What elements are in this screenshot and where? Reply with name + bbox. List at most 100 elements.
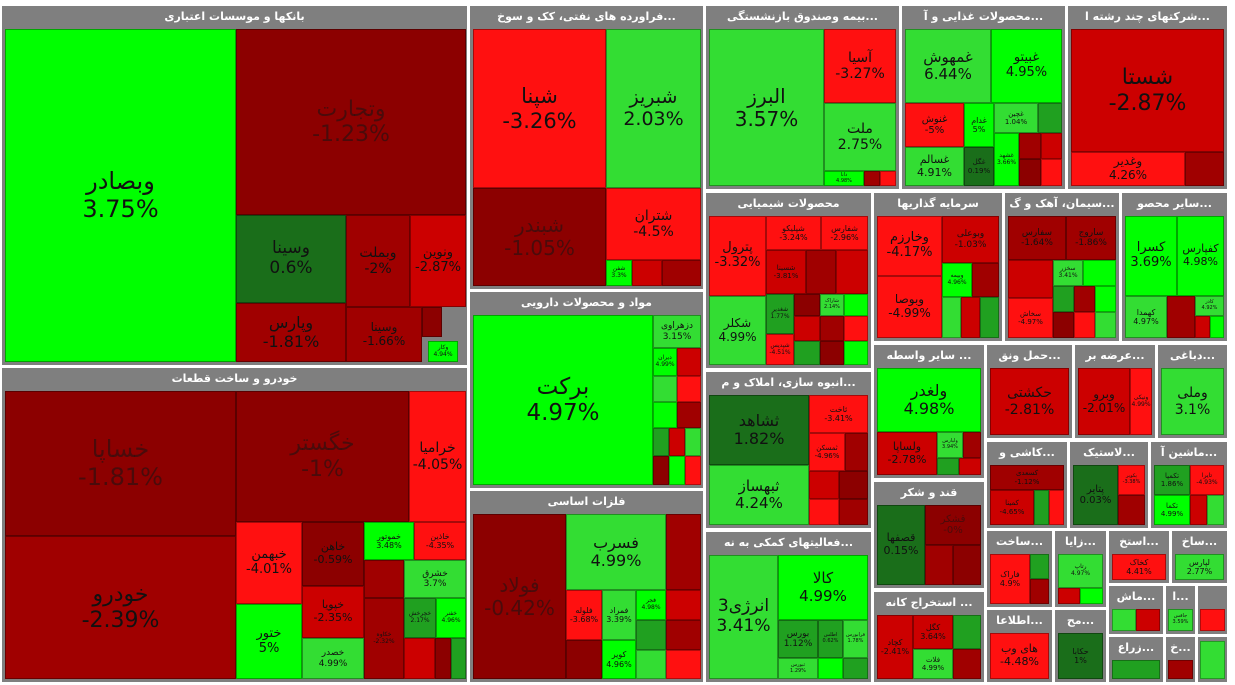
mini-tile[interactable] [1080, 588, 1103, 604]
mini-tile[interactable] [794, 316, 820, 341]
stock-tile[interactable]: غمهوش 6.44% [905, 29, 991, 103]
stock-tile[interactable]: کویر 4.96% [602, 640, 636, 679]
mini-tile[interactable] [961, 297, 980, 338]
stock-tile[interactable]: ونوین -2.87% [410, 215, 466, 307]
mini-tile[interactable] [1038, 103, 1062, 133]
mini-tile[interactable] [809, 499, 839, 525]
mini-tile[interactable] [666, 590, 701, 620]
stock-tile[interactable]: ثمسکن -4.96% [809, 433, 845, 471]
stock-tile[interactable]: دانا 4.98% [824, 171, 864, 186]
stock-tile[interactable]: خاهن -0.59% [302, 522, 364, 586]
stock-tile[interactable]: برکت 4.97% [473, 315, 653, 485]
stock-tile[interactable]: پکویر -3.38% [1118, 465, 1145, 495]
stock-tile[interactable]: کمینا -4.65% [990, 490, 1034, 525]
stock-tile[interactable]: فرابورس 1.78% [843, 620, 868, 658]
stock-tile[interactable]: حکابا 1% [1058, 633, 1103, 679]
mini-tile[interactable] [1074, 312, 1095, 338]
stock-tile[interactable]: قشکر -0% [925, 505, 981, 545]
mini-tile[interactable] [653, 428, 669, 456]
mini-tile[interactable] [1019, 159, 1041, 186]
mini-tile[interactable] [666, 620, 701, 650]
stock-tile[interactable]: فمراد 3.39% [602, 590, 636, 640]
stock-tile[interactable]: غنوش -5% [905, 103, 964, 147]
mini-tile[interactable] [959, 458, 981, 475]
mini-tile[interactable] [662, 260, 701, 286]
stock-tile[interactable]: وبملت -2% [346, 215, 410, 307]
stock-tile[interactable]: وبرو -2.01% [1078, 368, 1130, 435]
mini-tile[interactable] [925, 545, 953, 585]
mini-tile[interactable] [845, 433, 868, 471]
mini-tile[interactable] [963, 432, 981, 458]
mini-tile[interactable] [844, 294, 868, 316]
stock-tile[interactable]: غبیتو 4.95% [991, 29, 1062, 103]
stock-tile[interactable]: خبهمن -4.01% [236, 522, 302, 604]
mini-tile[interactable] [636, 620, 666, 650]
stock-tile[interactable]: کالا 4.99% [778, 555, 868, 620]
stock-tile[interactable]: ثبهساز 4.24% [709, 465, 809, 525]
mini-tile[interactable] [844, 341, 868, 365]
stock-tile[interactable]: وبوعلی -1.03% [942, 216, 999, 263]
stock-tile[interactable]: کاذر 4.92% [1195, 296, 1224, 316]
mini-tile[interactable] [1074, 286, 1095, 312]
stock-tile[interactable]: وکار 4.94% [428, 341, 458, 362]
mini-tile[interactable] [1136, 609, 1160, 631]
stock-tile[interactable]: حکشتی -2.81% [990, 368, 1069, 435]
stock-tile[interactable]: خودرو -2.39% [5, 536, 236, 679]
stock-tile[interactable]: تایرا -4.93% [1190, 465, 1224, 495]
mini-tile[interactable] [636, 650, 666, 679]
mini-tile[interactable] [666, 650, 701, 679]
stock-tile[interactable]: خساپا -1.81% [5, 391, 236, 536]
stock-tile[interactable]: لپارس 2.77% [1175, 554, 1224, 580]
stock-tile[interactable]: سخزر 3.41% [1053, 260, 1083, 286]
mini-tile[interactable] [1041, 133, 1062, 159]
stock-tile[interactable]: کسعدی -1.12% [990, 465, 1064, 490]
stock-tile[interactable]: وغدیر 4.26% [1071, 152, 1185, 186]
stock-tile[interactable]: شاراک 2.14% [820, 294, 844, 316]
stock-tile[interactable]: شفن 3.3% [606, 260, 632, 286]
stock-tile[interactable]: ختور 5% [236, 604, 302, 679]
stock-tile[interactable]: ونیکی 4.99% [1130, 368, 1152, 435]
mini-tile[interactable] [1200, 641, 1225, 679]
stock-tile[interactable]: کسرا 3.69% [1125, 216, 1177, 296]
stock-tile[interactable]: خکاوه -2.32% [364, 598, 404, 679]
mini-tile[interactable] [843, 658, 868, 679]
mini-tile[interactable] [1167, 296, 1195, 338]
stock-tile[interactable]: فجر 4.98% [636, 590, 666, 620]
mini-tile[interactable] [677, 348, 701, 376]
stock-tile[interactable]: خموتور 3.48% [364, 522, 414, 560]
stock-tile[interactable]: شبریز 2.03% [606, 29, 701, 188]
stock-tile[interactable]: شغدیر 1.77% [766, 294, 794, 334]
stock-tile[interactable]: خاذين -4.35% [414, 522, 466, 560]
stock-tile[interactable]: فولاد -0.42% [473, 514, 566, 679]
stock-tile[interactable]: تکمپا 1.86% [1154, 465, 1190, 495]
mini-tile[interactable] [653, 456, 669, 485]
mini-tile[interactable] [566, 640, 602, 679]
mini-tile[interactable] [1095, 312, 1116, 338]
mini-tile[interactable] [1210, 316, 1224, 338]
mini-tile[interactable] [1207, 495, 1224, 525]
mini-tile[interactable] [942, 297, 961, 338]
mini-tile[interactable] [1030, 579, 1049, 604]
mini-tile[interactable] [1168, 660, 1193, 679]
stock-tile[interactable]: وخارزم -4.17% [877, 216, 942, 276]
stock-tile[interactable]: خگستر -1% [236, 391, 409, 522]
mini-tile[interactable] [685, 456, 701, 485]
mini-tile[interactable] [794, 341, 820, 365]
mini-tile[interactable] [669, 456, 685, 485]
mini-tile[interactable] [1049, 490, 1064, 525]
mini-tile[interactable] [1112, 660, 1160, 679]
stock-tile[interactable]: ثبورس 1.29% [778, 658, 818, 679]
stock-tile[interactable]: خچرخش 2.17% [404, 598, 436, 638]
stock-tile[interactable]: شستا -2.87% [1071, 29, 1224, 152]
stock-tile[interactable]: سخاش -4.97% [1008, 298, 1053, 338]
mini-tile[interactable] [820, 316, 844, 341]
stock-tile[interactable]: های وب -4.48% [990, 633, 1049, 679]
stock-tile[interactable]: پتایر 0.03% [1073, 465, 1118, 525]
mini-tile[interactable] [1034, 490, 1049, 525]
stock-tile[interactable]: وپارس -1.81% [236, 303, 346, 362]
mini-tile[interactable] [404, 638, 435, 679]
stock-tile[interactable]: وبیمه 4.96% [942, 263, 972, 297]
mini-tile[interactable] [632, 260, 662, 286]
mini-tile[interactable] [653, 402, 677, 428]
mini-tile[interactable] [1095, 286, 1116, 312]
